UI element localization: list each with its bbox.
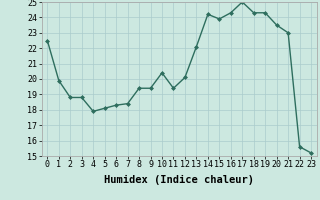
X-axis label: Humidex (Indice chaleur): Humidex (Indice chaleur) bbox=[104, 175, 254, 185]
